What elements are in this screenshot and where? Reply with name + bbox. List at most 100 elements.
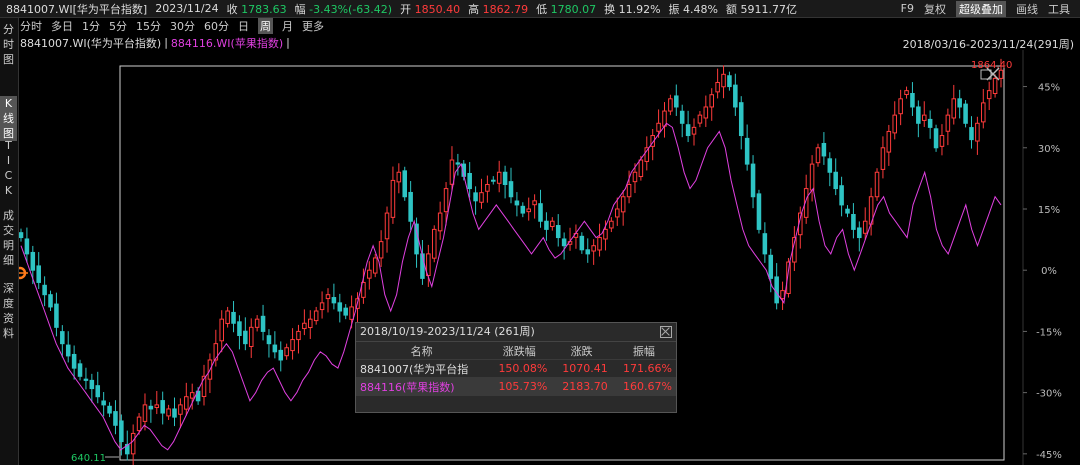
candle-body <box>248 326 254 348</box>
interval-stats-popup: 2018/10/19-2023/11/24 (261周) 名称 涨跌幅 涨跌 振幅 8… <box>355 322 677 413</box>
candle-body <box>225 310 230 324</box>
stats-row[interactable]: 884116(苹果指数) 105.73% 2183.70 160.67% <box>356 377 676 396</box>
quote-bar: 8841007.WI[华为平台指数] 2023/11/24 收 1783.63 … <box>0 0 1080 18</box>
candle-body <box>201 375 207 398</box>
candle-body <box>674 95 679 108</box>
turnover-label: 换 <box>604 2 616 16</box>
candle-body <box>83 378 89 381</box>
period-tab-5[interactable]: 30分 <box>170 20 195 33</box>
stats-col-3: 振幅 <box>611 342 676 360</box>
candle-body <box>367 269 372 279</box>
toolbar-item-2[interactable]: 超级叠加 <box>956 0 1006 17</box>
period-tab-6[interactable]: 60分 <box>204 20 229 33</box>
candle-body <box>260 315 266 332</box>
period-tab-4[interactable]: 15分 <box>136 20 161 33</box>
candle-body <box>526 208 531 213</box>
candle-body <box>378 241 384 259</box>
candle-body <box>809 163 815 191</box>
candle-body <box>538 203 543 222</box>
candle-body <box>36 265 41 283</box>
candle-body <box>65 344 71 357</box>
amplitude-value: 4.48% <box>683 2 718 16</box>
overlay-series-line <box>20 122 1002 451</box>
candle-body <box>727 75 732 88</box>
period-tab-3[interactable]: 5分 <box>109 20 127 33</box>
candle-body <box>833 171 838 190</box>
period-tab-1[interactable]: 多日 <box>51 20 73 33</box>
candle-body <box>443 188 449 213</box>
candle-body <box>496 171 502 184</box>
left-tab-0[interactable]: 分时图 <box>3 23 14 66</box>
candle-body <box>19 232 24 239</box>
period-tab-7[interactable]: 日 <box>238 20 249 33</box>
candle-body <box>874 171 880 198</box>
interval-selection-box[interactable] <box>119 65 1005 461</box>
candle-body <box>331 297 337 304</box>
y-tick-label: 30% <box>1038 144 1060 155</box>
period-tab-8[interactable]: 周 <box>258 18 273 34</box>
kline-chart[interactable]: 45% 30% 15% 0% -15% -30% -45% 1864.40 640.11 <box>19 50 1080 465</box>
toolbar-item-0[interactable]: F9 <box>900 2 914 15</box>
open-value: 1850.40 <box>414 2 461 16</box>
candle-body <box>502 171 508 186</box>
candle-body <box>319 302 325 311</box>
candle-body <box>774 276 779 304</box>
candle-body <box>60 331 65 345</box>
toolbar-item-3[interactable]: 画线 <box>1016 2 1038 16</box>
candle-body <box>449 159 455 185</box>
candle-body <box>898 98 903 115</box>
legend-series-main[interactable]: 8841007.WI(华为平台指数) <box>20 36 162 50</box>
candle-body <box>756 193 762 230</box>
candle-body <box>213 343 219 361</box>
candle-body <box>544 220 549 230</box>
legend-series-overlay[interactable]: 884116.WI(苹果指数) <box>170 36 284 50</box>
candle-body <box>986 90 992 100</box>
candle-body <box>154 404 160 409</box>
candle-body <box>302 322 307 330</box>
period-tab-9[interactable]: 月 <box>282 20 293 33</box>
candle-body <box>857 227 862 239</box>
candle-body <box>632 171 638 183</box>
candle-body <box>561 238 567 247</box>
candle-body <box>296 330 301 341</box>
candle-body <box>243 330 248 345</box>
candle-body <box>697 114 703 124</box>
candle-body <box>272 344 278 353</box>
left-tab-3[interactable]: 成交明细 <box>3 209 14 267</box>
candle-body <box>644 147 650 162</box>
candle-body <box>520 205 526 214</box>
candle-body <box>71 353 77 369</box>
y-tick-label: -15% <box>1036 327 1062 338</box>
candle-body <box>160 400 165 414</box>
candle-body <box>963 103 968 124</box>
toolbar-item-1[interactable]: 复权 <box>924 2 946 16</box>
candle-body <box>219 318 224 342</box>
candle-body <box>957 98 962 108</box>
y-tick-label: 45% <box>1038 83 1060 94</box>
period-tab-2[interactable]: 1分 <box>82 20 100 33</box>
candle-body <box>42 284 47 296</box>
candle-body <box>762 233 768 255</box>
stats-title: 2018/10/19-2023/11/24 (261周) <box>360 325 535 338</box>
candle-body <box>803 188 809 218</box>
candle-body <box>927 118 933 128</box>
open-label: 开 <box>400 2 412 16</box>
toolbar-item-4[interactable]: 工具 <box>1048 2 1070 16</box>
period-tab-0[interactable]: 分时 <box>20 20 42 33</box>
maximize-icon[interactable] <box>980 69 992 80</box>
candle-body <box>390 179 396 218</box>
stats-cell-pct: 150.08% <box>487 359 552 378</box>
stats-row[interactable]: 8841007(华为平台指 150.08% 1070.41 171.66% <box>356 359 676 378</box>
close-icon[interactable] <box>660 326 672 338</box>
stats-cell-name: 8841007(华为平台指 <box>356 359 488 378</box>
candle-body <box>130 432 136 455</box>
period-tab-10[interactable]: 更多 <box>302 20 324 33</box>
left-tab-4[interactable]: 深度资料 <box>3 282 14 340</box>
candle-body <box>597 237 602 251</box>
candle-body <box>313 310 319 322</box>
candle-body <box>839 185 844 206</box>
chart-close-icon[interactable] <box>986 67 1000 81</box>
